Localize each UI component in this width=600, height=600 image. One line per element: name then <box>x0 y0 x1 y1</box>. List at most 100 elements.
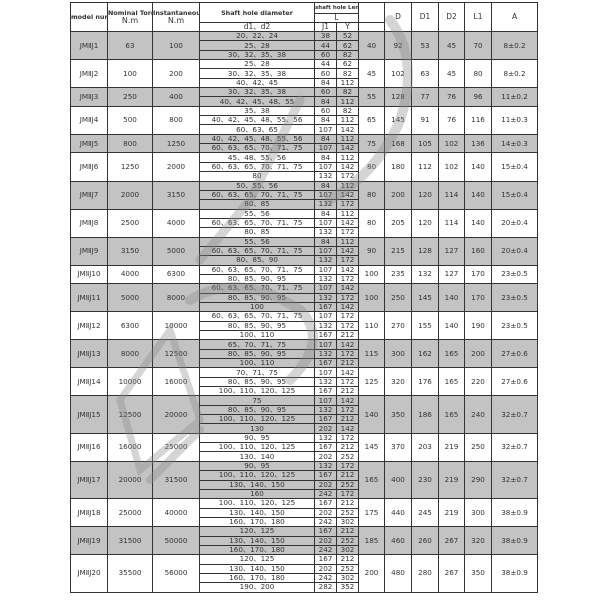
cell-D1: 230 <box>411 460 440 500</box>
cell-Y: 212 <box>335 386 360 397</box>
cell-shaft-diameter: 160 <box>199 488 315 500</box>
cell-J1: 60 <box>314 105 337 117</box>
cell-instant: 20000 <box>152 395 200 434</box>
cell-D1: 120 <box>411 208 440 238</box>
cell-shaft-diameter: 60、63、65、70、71、75 <box>199 189 315 201</box>
cell-shaft-diameter: 60、63、65 <box>199 124 315 135</box>
cell-D: 92 <box>384 30 413 61</box>
cell-A: 38±0.9 <box>491 554 539 593</box>
cell-D1: 245 <box>411 498 440 528</box>
cell-nominal: 12500 <box>107 395 153 434</box>
cell-J1: 167 <box>314 329 337 341</box>
cell-Y: 172 <box>335 273 360 285</box>
cell-D1: 176 <box>411 367 440 397</box>
cell-D: 460 <box>384 526 413 556</box>
cell-L1: 250 <box>464 432 493 462</box>
cell-J1: 167 <box>314 470 337 481</box>
cell-J1: 60 <box>314 68 337 79</box>
cell-model: JMⅡJ15 <box>70 395 108 434</box>
cell-A: 20±0.4 <box>491 236 539 266</box>
cell-shaft-diameter: 80、85、90、95 <box>199 348 315 360</box>
cell-shaft-diameter: 80、85、90 <box>199 255 315 266</box>
cell-shaft-diameter: 80、85、90、95 <box>199 404 315 416</box>
cell-Y: 172 <box>335 171 360 182</box>
table-row: JMⅡJ12 6300 10000 60、63、65、70、71、75 107 172 11… <box>70 311 539 341</box>
cell-nominal: 250 <box>107 87 153 107</box>
cell-Y: 112 <box>335 208 360 219</box>
cell-D: 205 <box>384 208 413 238</box>
cell-D: 350 <box>384 395 413 434</box>
cell-J1: 107 <box>314 395 337 406</box>
coupling-spec-table: model number Nominal TorqueN.m Instantan… <box>70 2 539 593</box>
cell-D2: 45 <box>438 59 466 89</box>
cell-Y: 142 <box>335 264 360 275</box>
cell-L: 45 <box>358 59 386 89</box>
cell-shaft-diameter: 45、48、55、56 <box>199 152 315 163</box>
table-row: JMⅡJ10 4000 6300 60、63、65、70、71、75 107 142 100… <box>70 264 539 285</box>
cell-instant: 5000 <box>152 236 200 266</box>
cell-shaft-diameter: 55、56 <box>199 208 315 219</box>
header-nominal-label: Nominal Torque <box>108 9 152 17</box>
cell-Y: 172 <box>335 488 360 500</box>
cell-instant: 6300 <box>152 264 200 285</box>
header-shaft-diameter: Shaft hole diameter <box>199 2 315 23</box>
cell-Y: 172 <box>335 292 360 303</box>
cell-D2: 76 <box>438 87 466 107</box>
cell-shaft-diameter: 80、85、90、95 <box>199 320 315 332</box>
cell-Y: 252 <box>335 535 360 546</box>
cell-L: 40 <box>358 30 386 61</box>
cell-nominal: 31500 <box>107 526 153 556</box>
cell-D: 300 <box>384 339 413 369</box>
header-nominal-unit: N.m <box>121 16 139 25</box>
table-row: JMⅡJ17 20000 31500 90、95 132 172 165 400 230 219 2… <box>70 460 539 500</box>
cell-model: JMⅡJ12 <box>70 311 108 341</box>
cell-J1: 84 <box>314 152 337 163</box>
header-shaft-length: shaft hole Length <box>313 2 360 14</box>
header-L1: L1 <box>464 2 493 32</box>
cell-L: 165 <box>358 460 386 500</box>
cell-nominal: 10000 <box>107 367 153 397</box>
cell-Y: 142 <box>335 339 360 350</box>
cell-J1: 38 <box>314 30 337 42</box>
cell-L1: 350 <box>464 554 493 593</box>
cell-model: JMⅡJ9 <box>70 236 108 266</box>
cell-J1: 132 <box>314 320 337 332</box>
cell-J1: 167 <box>314 301 337 313</box>
cell-L: 145 <box>358 432 386 462</box>
cell-J1: 84 <box>314 236 337 247</box>
cell-D1: 162 <box>411 339 440 369</box>
cell-D1: 105 <box>411 133 440 154</box>
cell-Y: 142 <box>335 283 360 294</box>
table-row: 80、85、90 132 172 <box>71 255 538 266</box>
cell-shaft-diameter: 65、70、71、75 <box>199 339 315 350</box>
cell-J1: 242 <box>314 516 337 528</box>
table-row: JMⅡJ1 63 100 20、22、24 38 52 40 92 53 45 70 8±0.2 <box>70 30 539 61</box>
cell-nominal: 1250 <box>107 152 153 182</box>
cell-Y: 142 <box>335 395 360 406</box>
cell-D1: 186 <box>411 395 440 434</box>
cell-J1: 107 <box>314 311 337 322</box>
cell-A: 38±0.9 <box>491 498 539 528</box>
cell-D2: 102 <box>438 152 466 182</box>
cell-model: JMⅡJ2 <box>70 59 108 89</box>
table-row: 130、140、150 202 252 <box>71 479 538 490</box>
cell-D2: 165 <box>438 367 466 397</box>
cell-J1: 107 <box>314 264 337 275</box>
cell-L1: 116 <box>464 105 493 135</box>
cell-D1: 145 <box>411 283 440 313</box>
header-D1: D1 <box>411 2 440 32</box>
cell-A: 38±0.9 <box>491 526 539 556</box>
cell-D2: 267 <box>438 526 466 556</box>
cell-D2: 127 <box>438 236 466 266</box>
cell-D2: 127 <box>438 264 466 285</box>
cell-Y: 302 <box>335 572 360 584</box>
cell-A: 23±0.5 <box>491 283 539 313</box>
cell-L: 185 <box>358 526 386 556</box>
cell-L1: 220 <box>464 367 493 397</box>
cell-A: 8±0.2 <box>491 30 539 61</box>
cell-Y: 172 <box>335 199 360 210</box>
cell-shaft-diameter: 190、200 <box>199 582 315 593</box>
cell-shaft-diameter: 30、32、35、38 <box>199 68 315 79</box>
cell-model: JMⅡJ4 <box>70 105 108 135</box>
cell-model: JMⅡJ1 <box>70 30 108 61</box>
